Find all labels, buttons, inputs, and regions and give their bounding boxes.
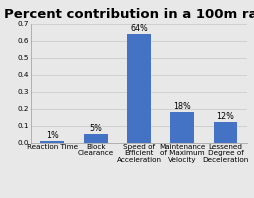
Bar xyxy=(83,134,107,143)
Text: 1%: 1% xyxy=(46,131,58,140)
Bar xyxy=(213,122,236,143)
Text: 5%: 5% xyxy=(89,124,102,133)
Bar xyxy=(40,141,64,143)
Bar xyxy=(170,112,194,143)
Text: 64%: 64% xyxy=(130,24,147,33)
Bar xyxy=(126,34,150,143)
Title: Percent contribution in a 100m race: Percent contribution in a 100m race xyxy=(4,8,254,21)
Text: 12%: 12% xyxy=(216,112,234,121)
Text: 18%: 18% xyxy=(173,102,190,111)
